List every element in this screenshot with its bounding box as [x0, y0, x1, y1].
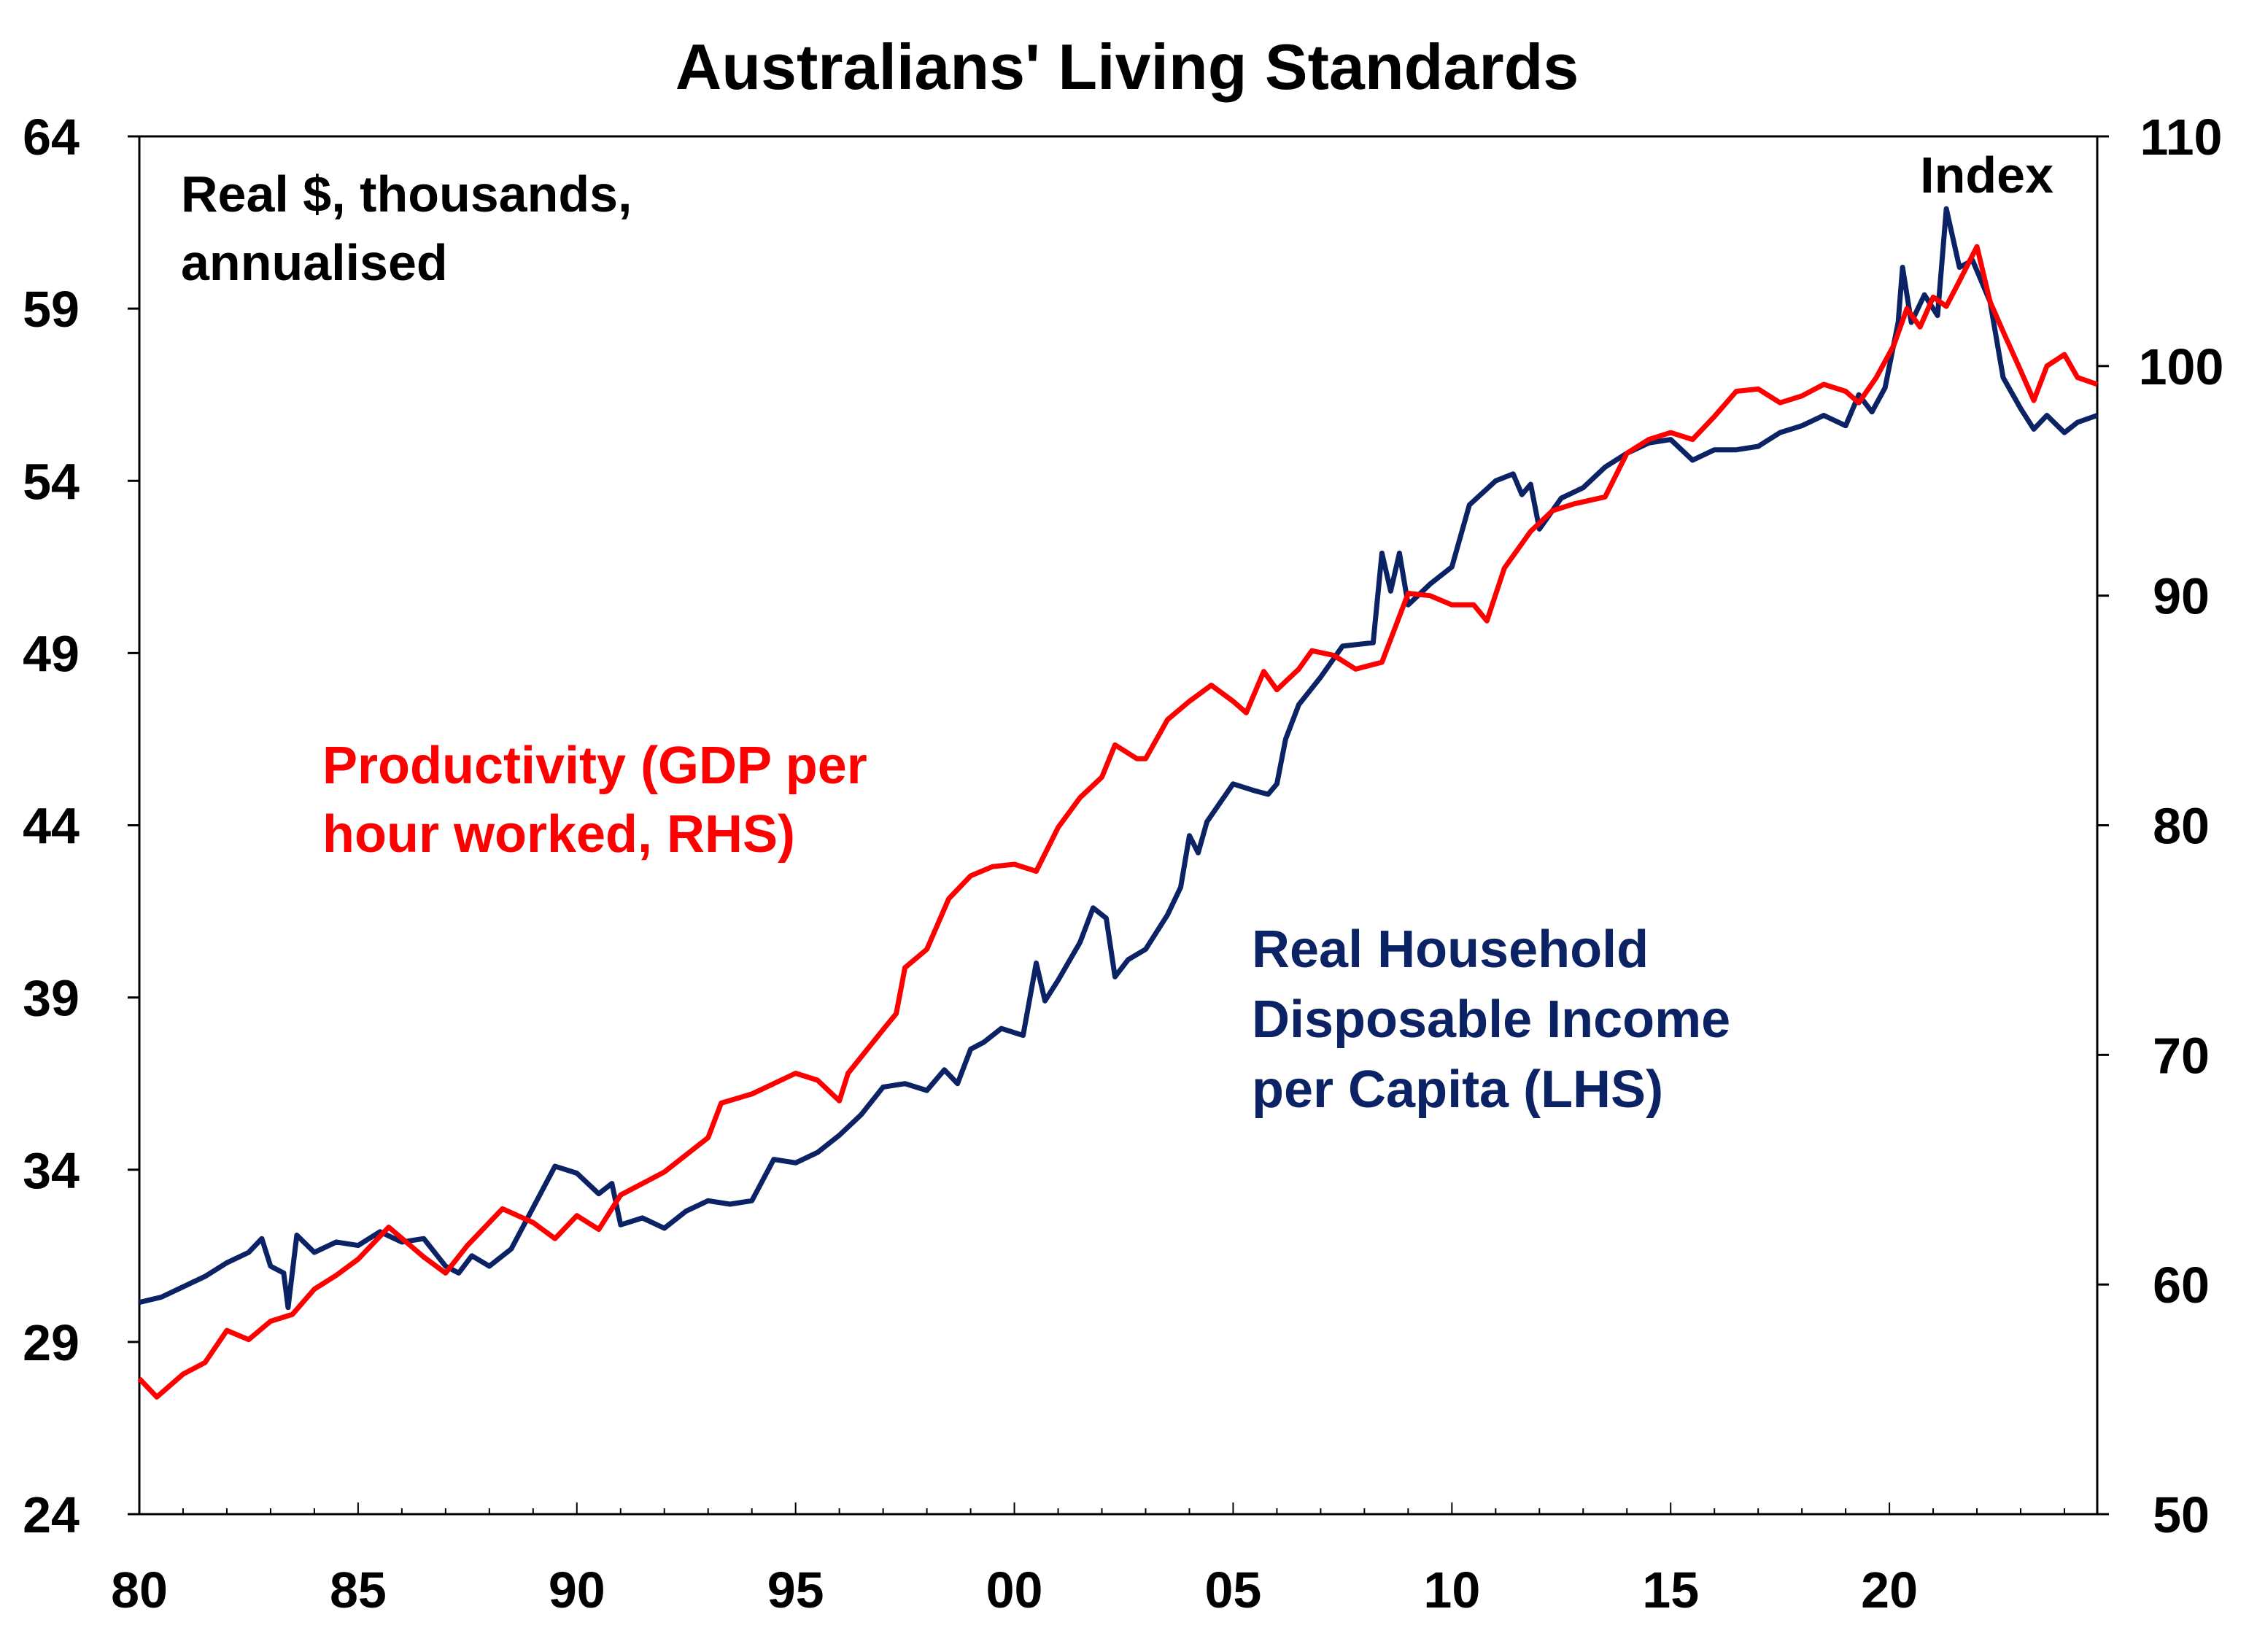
left-tick-label: 44 [23, 798, 80, 855]
x-axis-ticks: 80 85 90 95 00 05 10 15 20 [111, 1502, 2066, 1618]
income-series-line [139, 206, 2099, 1311]
left-axis-ticks: 24 29 34 39 44 49 54 59 64 [23, 109, 139, 1543]
right-tick-label: 100 [2139, 338, 2224, 395]
left-tick-label: 54 [23, 453, 80, 510]
left-tick-label: 59 [23, 281, 80, 338]
series-label-line: Disposable Income [1252, 990, 1730, 1049]
productivity-series-label: Productivity (GDP per hour worked, RHS) [322, 737, 882, 864]
left-axis-label-line: annualised [181, 234, 448, 291]
series-label-line: hour worked, RHS) [322, 805, 795, 864]
x-tick-label: 15 [1642, 1562, 1699, 1618]
left-axis-label: Real $, thousands, annualised [181, 166, 646, 291]
x-tick-label: 05 [1205, 1562, 1262, 1618]
x-tick-label: 10 [1423, 1562, 1480, 1618]
left-tick-label: 29 [23, 1314, 80, 1371]
right-tick-label: 50 [2153, 1486, 2210, 1543]
left-tick-label: 39 [23, 970, 80, 1027]
x-tick-label: 85 [330, 1562, 387, 1618]
series-label-line: Productivity (GDP per [322, 737, 867, 795]
series-lines [137, 206, 2099, 1400]
x-tick-label: 90 [549, 1562, 605, 1618]
productivity-series-line [137, 244, 2099, 1400]
x-tick-label: 95 [767, 1562, 824, 1618]
right-tick-label: 70 [2153, 1027, 2210, 1084]
right-axis-label: Index [1920, 147, 2053, 203]
income-series-label: Real Household Disposable Income per Cap… [1252, 920, 1745, 1119]
left-tick-label: 64 [23, 109, 80, 166]
right-tick-label: 90 [2153, 568, 2210, 625]
right-axis-ticks: 50 60 70 80 90 100 110 [2097, 109, 2223, 1543]
right-tick-label: 80 [2153, 798, 2210, 855]
right-tick-label: 110 [2140, 109, 2223, 166]
chart-title: Australians' Living Standards [675, 31, 1579, 103]
right-tick-label: 60 [2153, 1257, 2210, 1314]
series-label-line: Real Household [1252, 920, 1649, 979]
x-tick-label: 00 [986, 1562, 1043, 1618]
left-tick-label: 49 [23, 625, 80, 682]
x-tick-label: 80 [111, 1562, 168, 1618]
series-label-line: per Capita (LHS) [1252, 1060, 1663, 1119]
left-axis-label-line: Real $, thousands, [181, 166, 632, 222]
x-tick-label: 20 [1861, 1562, 1918, 1618]
left-tick-label: 34 [23, 1142, 80, 1199]
left-tick-label: 24 [23, 1486, 80, 1543]
